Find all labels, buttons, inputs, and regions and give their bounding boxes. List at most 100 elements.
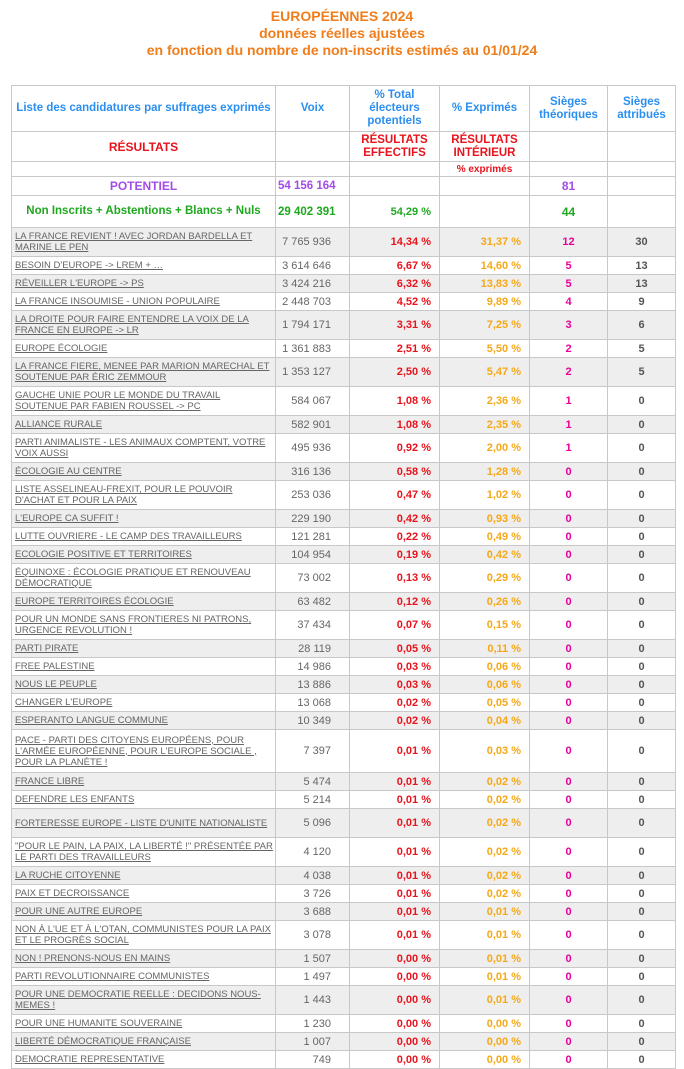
list-row: PACE - PARTI DES CITOYENS EUROPÉENS, POU… bbox=[11, 729, 676, 773]
list-sieges-theoriques: 0 bbox=[529, 949, 608, 968]
list-voix: 7 765 936 bbox=[275, 227, 350, 257]
list-voix: 5 214 bbox=[275, 790, 350, 809]
list-pct-total: 0,58 % bbox=[349, 462, 440, 481]
list-sieges-attribues: 0 bbox=[607, 808, 676, 838]
list-sieges-theoriques: 1 bbox=[529, 433, 608, 463]
list-sieges-theoriques: 0 bbox=[529, 1014, 608, 1033]
list-name: POUR UNE DEMOCRATIE REELLE : DECIDONS NO… bbox=[11, 985, 276, 1015]
list-pct-total: 0,01 % bbox=[349, 920, 440, 950]
list-sieges-attribues: 0 bbox=[607, 790, 676, 809]
list-voix: 37 434 bbox=[275, 610, 350, 640]
results-label-row: RÉSULTATS RÉSULTATS EFFECTIFS RÉSULTATS … bbox=[11, 131, 676, 162]
resultats-effectifs: RÉSULTATS EFFECTIFS bbox=[349, 131, 440, 162]
list-pct-exprimes: 2,36 % bbox=[439, 386, 530, 416]
list-sieges-theoriques: 0 bbox=[529, 610, 608, 640]
list-sieges-theoriques: 0 bbox=[529, 808, 608, 838]
list-pct-exprimes: 0,02 % bbox=[439, 772, 530, 791]
list-row: FREE PALESTINE 14 986 0,03 % 0,06 % 0 0 bbox=[11, 657, 676, 676]
list-pct-exprimes: 5,47 % bbox=[439, 357, 530, 387]
list-pct-total: 0,03 % bbox=[349, 657, 440, 676]
list-voix: 13 068 bbox=[275, 693, 350, 712]
list-pct-total: 0,47 % bbox=[349, 480, 440, 510]
list-row: LA FRANCE INSOUMISE - UNION POPULAIRE 2 4… bbox=[11, 292, 676, 311]
list-pct-total: 0,01 % bbox=[349, 729, 440, 773]
list-pct-total: 0,01 % bbox=[349, 837, 440, 867]
list-name: POUR UNE HUMANITE SOUVERAINE bbox=[11, 1014, 276, 1033]
list-voix: 5 474 bbox=[275, 772, 350, 791]
list-sieges-theoriques: 1 bbox=[529, 386, 608, 416]
list-name: NON À L'UE ET À L'OTAN, COMMUNISTES POUR… bbox=[11, 920, 276, 950]
list-sieges-attribues: 0 bbox=[607, 866, 676, 885]
list-voix: 121 281 bbox=[275, 527, 350, 546]
non-inscrits-label: Non Inscrits + Abstentions + Blancs + Nu… bbox=[11, 195, 276, 228]
list-sieges-theoriques: 0 bbox=[529, 866, 608, 885]
list-sieges-attribues: 0 bbox=[607, 675, 676, 694]
list-row: LA FRANCE REVIENT ! AVEC JORDAN BARDELLA… bbox=[11, 227, 676, 257]
non-inscrits-pct: 54,29 % bbox=[349, 195, 440, 228]
list-sieges-attribues: 0 bbox=[607, 711, 676, 730]
list-sieges-theoriques: 0 bbox=[529, 790, 608, 809]
list-pct-total: 0,02 % bbox=[349, 711, 440, 730]
list-row: POUR UN MONDE SANS FRONTIERES NI PATRONS… bbox=[11, 610, 676, 640]
list-sieges-theoriques: 0 bbox=[529, 563, 608, 593]
list-voix: 253 036 bbox=[275, 480, 350, 510]
list-name: "POUR LE PAIN, LA PAIX, LA LIBERTÉ !" PR… bbox=[11, 837, 276, 867]
list-pct-total: 0,12 % bbox=[349, 592, 440, 611]
list-sieges-theoriques: 0 bbox=[529, 967, 608, 986]
title-line-2: données réelles ajustées bbox=[259, 25, 425, 41]
list-row: NON À L'UE ET À L'OTAN, COMMUNISTES POUR… bbox=[11, 920, 676, 950]
list-sieges-attribues: 0 bbox=[607, 610, 676, 640]
list-row: PARTI ANIMALISTE - LES ANIMAUX COMPTENT,… bbox=[11, 433, 676, 463]
list-sieges-attribues: 13 bbox=[607, 274, 676, 293]
list-row: PARTI REVOLUTIONNAIRE COMMUNISTES 1 497 0,… bbox=[11, 967, 676, 986]
list-sieges-theoriques: 2 bbox=[529, 339, 608, 358]
list-name: DEFENDRE LES ENFANTS bbox=[11, 790, 276, 809]
list-row: ECOLOGIE POSITIVE ET TERRITOIRES 104 954 0… bbox=[11, 545, 676, 564]
list-row: DEFENDRE LES ENFANTS 5 214 0,01 % 0,02 % 0 0 bbox=[11, 790, 676, 809]
list-row: LISTE ASSELINEAU-FREXIT, POUR LE POUVOIR… bbox=[11, 480, 676, 510]
header-sieges-attribues: Sièges attribués bbox=[607, 85, 676, 132]
list-pct-exprimes: 0,06 % bbox=[439, 657, 530, 676]
list-name: LA FRANCE INSOUMISE - UNION POPULAIRE bbox=[11, 292, 276, 311]
list-name: L'EUROPE CA SUFFIT ! bbox=[11, 509, 276, 528]
list-name: BESOIN D'EUROPE -> LREM + … bbox=[11, 256, 276, 275]
list-row: PAIX ET DECROISSANCE 3 726 0,01 % 0,02 % 0 0 bbox=[11, 884, 676, 903]
list-pct-total: 1,08 % bbox=[349, 386, 440, 416]
list-sieges-theoriques: 0 bbox=[529, 902, 608, 921]
list-sieges-attribues: 0 bbox=[607, 545, 676, 564]
list-pct-exprimes: 0,01 % bbox=[439, 949, 530, 968]
list-pct-exprimes: 0,29 % bbox=[439, 563, 530, 593]
list-pct-total: 0,92 % bbox=[349, 433, 440, 463]
list-sieges-attribues: 13 bbox=[607, 256, 676, 275]
list-pct-exprimes: 0,02 % bbox=[439, 884, 530, 903]
list-name: ALLIANCE RURALE bbox=[11, 415, 276, 434]
list-pct-exprimes: 0,01 % bbox=[439, 902, 530, 921]
header-exprimes: % Exprimés bbox=[439, 85, 530, 132]
list-pct-total: 0,05 % bbox=[349, 639, 440, 658]
list-voix: 1 353 127 bbox=[275, 357, 350, 387]
list-sieges-theoriques: 12 bbox=[529, 227, 608, 257]
list-pct-exprimes: 0,42 % bbox=[439, 545, 530, 564]
list-name: POUR UNE AUTRE EUROPE bbox=[11, 902, 276, 921]
subheader-row: % exprimés bbox=[11, 161, 676, 177]
list-name: LIBERTÉ DÉMOCRATIQUE FRANÇAISE bbox=[11, 1032, 276, 1051]
potentiel-seats: 81 bbox=[529, 176, 608, 196]
list-row: POUR UNE DEMOCRATIE REELLE : DECIDONS NO… bbox=[11, 985, 676, 1015]
list-sieges-theoriques: 3 bbox=[529, 310, 608, 340]
list-row: "POUR LE PAIN, LA PAIX, LA LIBERTÉ !" PR… bbox=[11, 837, 676, 867]
list-sieges-attribues: 0 bbox=[607, 592, 676, 611]
header-sieges-theoriques: Sièges théoriques bbox=[529, 85, 608, 132]
list-voix: 316 136 bbox=[275, 462, 350, 481]
list-voix: 3 614 646 bbox=[275, 256, 350, 275]
list-name: LISTE ASSELINEAU-FREXIT, POUR LE POUVOIR… bbox=[11, 480, 276, 510]
list-pct-total: 0,07 % bbox=[349, 610, 440, 640]
list-row: RÉVEILLER L'EUROPE -> PS 3 424 216 6,32 % 1… bbox=[11, 274, 676, 293]
list-name: POUR UN MONDE SANS FRONTIERES NI PATRONS… bbox=[11, 610, 276, 640]
list-pct-exprimes: 0,02 % bbox=[439, 808, 530, 838]
list-voix: 13 886 bbox=[275, 675, 350, 694]
list-row: BESOIN D'EUROPE -> LREM + … 3 614 646 6,67… bbox=[11, 256, 676, 275]
list-voix: 3 078 bbox=[275, 920, 350, 950]
list-voix: 584 067 bbox=[275, 386, 350, 416]
list-pct-exprimes: 0,11 % bbox=[439, 639, 530, 658]
header-voix: Voix bbox=[275, 85, 350, 132]
